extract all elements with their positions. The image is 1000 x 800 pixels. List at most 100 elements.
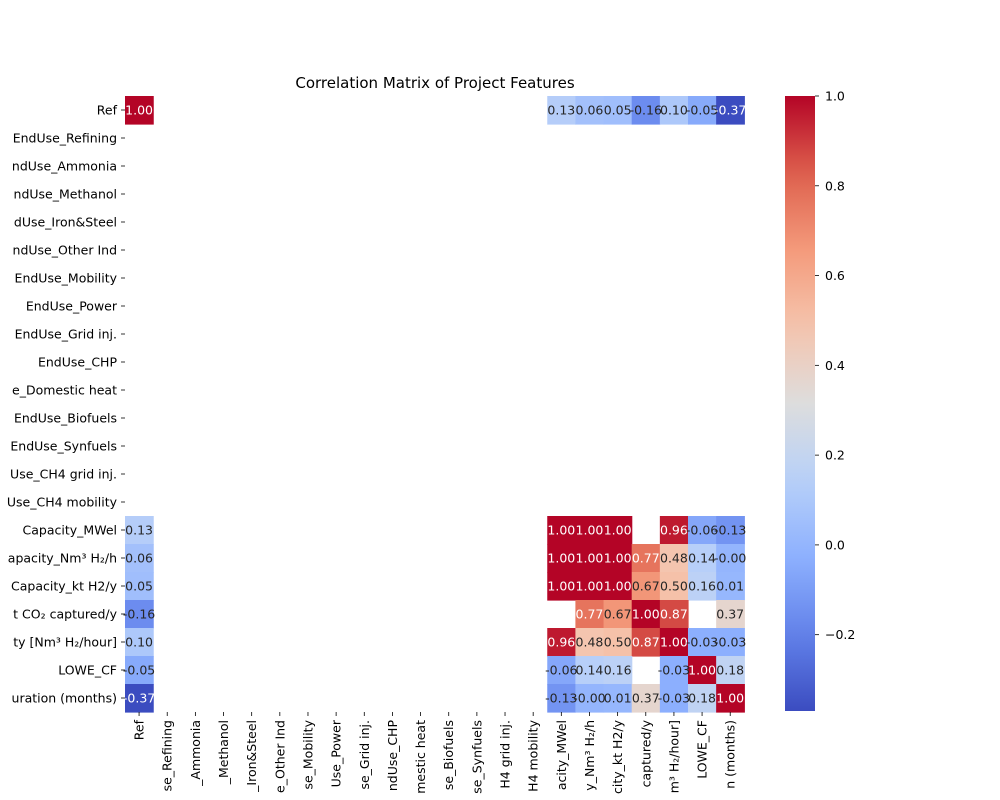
heatmap-cell: [575, 572, 605, 601]
heatmap-cell: [125, 96, 154, 125]
heatmap-cell: [688, 572, 717, 601]
heatmap-cell: [125, 684, 154, 713]
heatmap-cell-label: 1.00: [604, 551, 632, 566]
heatmap-cell: [547, 516, 576, 545]
heatmap-cell-label: 1.00: [716, 691, 744, 706]
heatmap-cell: [688, 684, 717, 713]
column-tick-label: se_Mobility: [300, 719, 315, 789]
row-tick-label: ndUse_Ammonia: [12, 159, 117, 174]
heatmap-cell-label: -0.13: [714, 523, 746, 538]
heatmap-cell: [659, 684, 689, 713]
row-tick-label: t CO₂ captured/y: [13, 607, 117, 622]
heatmap-cell-label: 0.50: [604, 635, 632, 650]
heatmap-cell-label: 0.67: [604, 607, 632, 622]
heatmap-cell-label: 0.05: [125, 579, 153, 594]
heatmap-cell-label: 0.16: [688, 579, 716, 594]
heatmap-cell: [603, 628, 633, 657]
row-tick-label: ndUse_Other Ind: [13, 243, 117, 258]
heatmap-cell-label: 0.14: [576, 663, 604, 678]
heatmap-cell-label: -0.37: [123, 691, 155, 706]
heatmap-cell: [716, 656, 745, 685]
heatmap-cell: [575, 516, 605, 545]
heatmap-cell-label: 0.10: [660, 103, 688, 118]
heatmap-cell-label: -0.16: [123, 607, 155, 622]
heatmap-cell: [547, 656, 576, 685]
heatmap-cell-label: -0.03: [686, 635, 718, 650]
colorbar-tick-label: 0.8: [825, 178, 845, 193]
row-tick-label: EndUse_Synfuels: [10, 439, 117, 454]
heatmap-cell-label: 1.00: [576, 551, 604, 566]
heatmap-cell: [659, 628, 689, 657]
heatmap-cell: [688, 96, 717, 125]
heatmap-cell: [659, 96, 689, 125]
heatmap-cell: [125, 544, 154, 573]
row-tick-label: dUse_Iron&Steel: [14, 215, 117, 230]
heatmap-cell-label: -0.03: [714, 635, 746, 650]
heatmap-cell-label: 0.13: [125, 523, 153, 538]
heatmap-cell-label: 0.67: [632, 579, 660, 594]
heatmap-cell: [631, 96, 661, 125]
chart-title: Correlation Matrix of Project Features: [295, 74, 574, 92]
row-tick-label: Use_CH4 mobility: [7, 495, 118, 510]
heatmap-cell: [603, 516, 633, 545]
heatmap-cell-label: -0.03: [658, 663, 690, 678]
heatmap-cell: [603, 572, 633, 601]
heatmap-cell-label: -0.05: [686, 103, 718, 118]
heatmap-cell-label: 1.00: [604, 523, 632, 538]
heatmap-cell-label: 0.18: [688, 691, 716, 706]
heatmap-cell: [659, 600, 689, 629]
column-tick-label: H4 mobility: [526, 719, 541, 791]
column-tick-label: Use_Power: [329, 719, 344, 787]
heatmap-cell-label: 0.06: [576, 103, 604, 118]
heatmap-cell-label: 1.00: [660, 635, 688, 650]
heatmap-cell: [547, 572, 576, 601]
column-tick-label: acity_MWel: [554, 720, 569, 790]
heatmap-cell-label: 0.96: [660, 523, 688, 538]
column-tick-label: Ref: [132, 719, 147, 740]
heatmap-cell: [547, 628, 576, 657]
heatmap-cell-label: -0.00: [573, 691, 605, 706]
heatmap-cell: [659, 516, 689, 545]
heatmap-cell: [716, 628, 745, 657]
heatmap-cell-label: 0.37: [632, 691, 660, 706]
row-tick-labels: Ref EndUse_Refining ndUse_Ammonia ndUse_Met…: [7, 103, 125, 706]
column-tick-label: _Iron&Steel: [244, 720, 259, 793]
heatmap-cell: [659, 544, 689, 573]
row-tick-label: EndUse_Refining: [13, 131, 117, 146]
heatmap-cell: [125, 600, 154, 629]
heatmap-cell-label: 0.06: [125, 551, 153, 566]
heatmap-cell: [575, 628, 605, 657]
heatmap-cell: [631, 684, 661, 713]
heatmap-cell: [575, 96, 605, 125]
heatmap-cell: [603, 96, 633, 125]
row-tick-label: EndUse_Biofuels: [14, 411, 117, 426]
row-tick-label: e_Domestic heat: [12, 383, 117, 398]
heatmap-cell: [688, 656, 717, 685]
heatmap-cell: [688, 544, 717, 573]
row-tick-label: Capacity_kt H2/y: [11, 579, 118, 594]
heatmap-cell-label: 1.00: [688, 663, 716, 678]
heatmap-cell-label: 1.00: [632, 607, 660, 622]
heatmap-cell: [603, 656, 633, 685]
column-tick-label: e_Other Ind: [272, 720, 287, 793]
colorbar-tick-label: 0.4: [825, 358, 845, 373]
heatmap-cell-label: 0.01: [716, 579, 744, 594]
heatmap-cell-label: -0.03: [658, 691, 690, 706]
column-tick-label: m³ H₂/hour]: [666, 720, 681, 793]
colorbar-ticks: 1.0 0.8 0.6 0.4 0.2 0.0 −0.2: [815, 89, 855, 642]
heatmap-cell: [575, 544, 605, 573]
row-tick-label: apacity_Nm³ H₂/h: [8, 551, 117, 566]
column-tick-label: n (months): [723, 720, 738, 789]
heatmap-cell-label: 0.87: [660, 607, 688, 622]
column-tick-label: city_kt H2/y: [610, 719, 625, 794]
column-tick-label: mestic heat: [413, 720, 428, 794]
column-tick-label: se_Synfuels: [469, 720, 484, 794]
heatmap-cell-label: -0.06: [686, 523, 718, 538]
heatmap-cell-label: 0.48: [660, 551, 688, 566]
heatmap-cell: [575, 684, 605, 713]
heatmap-cell-label: 0.37: [716, 607, 744, 622]
heatmap-cell-label: 0.13: [547, 103, 575, 118]
row-tick-label: EndUse_CHP: [38, 355, 117, 370]
column-tick-label: ndUse_CHP: [385, 720, 400, 792]
row-tick-label: Ref: [97, 103, 118, 118]
